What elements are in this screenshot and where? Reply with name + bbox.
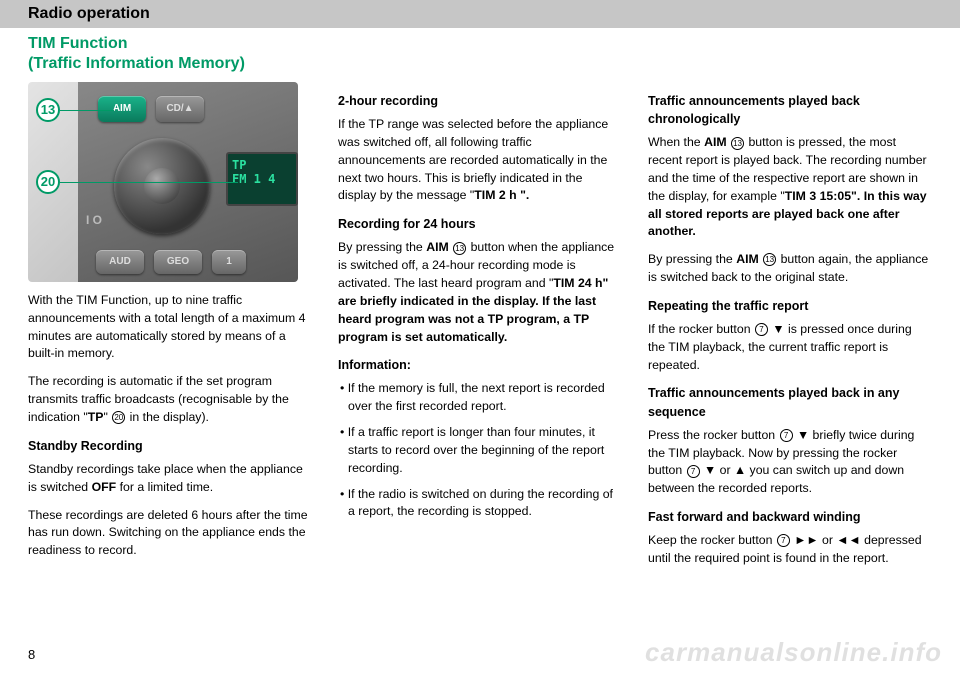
volume-knob [114, 138, 210, 234]
col2-h3: Information: [338, 356, 622, 374]
col3-p1: When the AIM 13 button is pressed, the m… [648, 134, 932, 241]
col2-p1: If the TP range was selected before the … [338, 116, 622, 205]
col1-p4: These recordings are deleted 6 hours aft… [28, 507, 312, 560]
col2-li2: If a traffic report is longer than four … [338, 424, 622, 477]
subtitle-line2: (Traffic Information Memory) [28, 55, 245, 72]
col2-h1: 2-hour recording [338, 92, 622, 110]
col3-h1: Traffic announcements played back chrono… [648, 92, 932, 128]
col3-p2: By pressing the AIM 13 button again, the… [648, 251, 932, 287]
col2-h2: Recording for 24 hours [338, 215, 622, 233]
watermark: carmanualsonline.info [645, 637, 942, 668]
cd-button: CD/▲ [156, 96, 204, 122]
col2-p2: By pressing the AIM 13 button when the a… [338, 239, 622, 346]
page-number: 8 [28, 647, 35, 662]
leader-20 [60, 182, 238, 183]
column-1: AIM CD/▲ I O TP FM 1 4 AUD GEO 1 13 20 W… [28, 82, 312, 578]
col3-h3: Traffic announcements played back in any… [648, 384, 932, 420]
subtitle-line1: TIM Function [28, 35, 128, 52]
col1-p3: Standby recordings take place when the a… [28, 461, 312, 497]
column-3: Traffic announcements played back chrono… [648, 82, 932, 578]
content-columns: AIM CD/▲ I O TP FM 1 4 AUD GEO 1 13 20 W… [0, 82, 960, 578]
col3-p4: Press the rocker button 7 ▼ briefly twic… [648, 427, 932, 498]
section-subtitle: TIM Function (Traffic Information Memory… [0, 28, 960, 82]
aud-button: AUD [96, 250, 144, 274]
col3-h4: Fast forward and backward winding [648, 508, 932, 526]
col2-li3: If the radio is switched on during the r… [338, 486, 622, 522]
col1-p2: The recording is automatic if the set pr… [28, 373, 312, 426]
column-2: 2-hour recording If the TP range was sel… [338, 82, 622, 578]
io-label: I O [86, 212, 102, 229]
display-line2: FM 1 4 [232, 172, 292, 186]
header-bar: Radio operation [0, 0, 960, 28]
leader-13 [60, 110, 114, 111]
col2-li1: If the memory is full, the next report i… [338, 380, 622, 416]
preset-1-button: 1 [212, 250, 246, 274]
radio-diagram: AIM CD/▲ I O TP FM 1 4 AUD GEO 1 13 20 [28, 82, 298, 282]
header-title: Radio operation [28, 5, 150, 23]
col3-h2: Repeating the traffic report [648, 297, 932, 315]
display-line1: TP [232, 158, 292, 172]
col1-h1: Standby Recording [28, 437, 312, 455]
col1-p1: With the TIM Function, up to nine traffi… [28, 292, 312, 363]
col3-p3: If the rocker button 7 ▼ is pressed once… [648, 321, 932, 374]
col3-p5: Keep the rocker button 7 ►► or ◄◄ depres… [648, 532, 932, 568]
aim-button: AIM [98, 96, 146, 122]
col2-info-list: If the memory is full, the next report i… [338, 380, 622, 521]
callout-13: 13 [36, 98, 60, 122]
geo-button: GEO [154, 250, 202, 274]
radio-display: TP FM 1 4 [226, 152, 298, 206]
callout-20: 20 [36, 170, 60, 194]
